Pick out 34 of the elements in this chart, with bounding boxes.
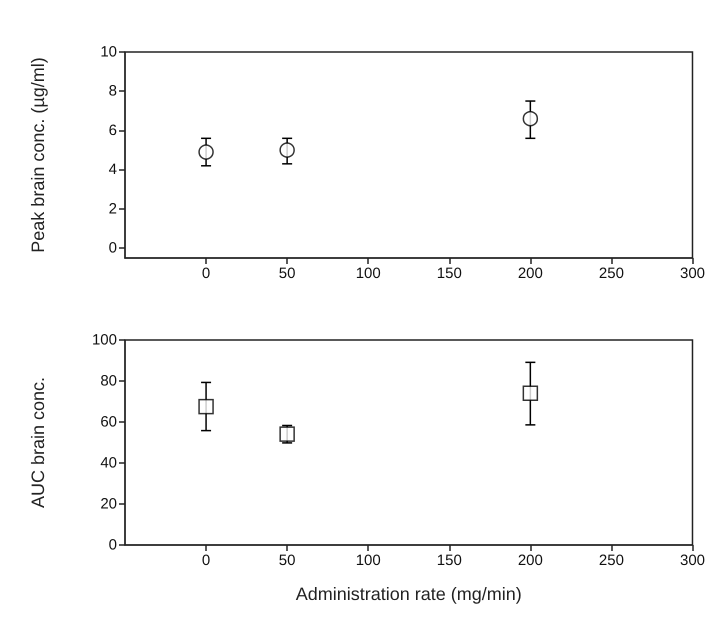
y-axis-title: Peak brain conc. (µg/ml) xyxy=(28,57,48,253)
x-tick-label: 50 xyxy=(278,265,296,282)
y-tick-label: 0 xyxy=(108,240,117,257)
x-tick-label: 100 xyxy=(356,265,381,282)
x-tick-label: 200 xyxy=(518,265,543,282)
point xyxy=(198,398,214,414)
y-tick-label: 40 xyxy=(100,454,117,472)
point xyxy=(522,110,538,126)
x-tick-label: 300 xyxy=(680,265,705,282)
x-tick-label: 300 xyxy=(680,552,705,569)
point xyxy=(198,144,214,160)
x-tick-label: 50 xyxy=(278,552,296,569)
y-tick-label: 60 xyxy=(100,414,117,430)
x-tick-label: 0 xyxy=(202,552,210,569)
y-tick-label: 0 xyxy=(108,536,117,554)
x-tick-label: 150 xyxy=(436,552,462,569)
x-tick-label: 250 xyxy=(598,265,624,282)
x-tick-label: 0 xyxy=(202,265,210,282)
y-tick-label: 10 xyxy=(100,44,117,60)
x-tick-label: 100 xyxy=(356,552,381,569)
y-axis-title: AUC brain conc. xyxy=(28,376,48,508)
y-tick-label: 6 xyxy=(108,122,117,139)
y-tick-label: 20 xyxy=(100,496,117,512)
y-tick-label: 80 xyxy=(100,372,117,390)
y-tick-label: 4 xyxy=(108,161,117,178)
y-tick-label: 2 xyxy=(108,200,117,218)
x-axis-title: Administration rate (mg/min) xyxy=(296,584,522,604)
y-tick-label: 8 xyxy=(108,82,117,100)
x-tick-label: 200 xyxy=(518,552,543,569)
x-tick-label: 150 xyxy=(436,265,462,282)
point xyxy=(522,386,538,402)
point xyxy=(279,142,295,158)
y-tick-label: 100 xyxy=(92,332,117,348)
x-tick-label: 250 xyxy=(598,552,624,569)
